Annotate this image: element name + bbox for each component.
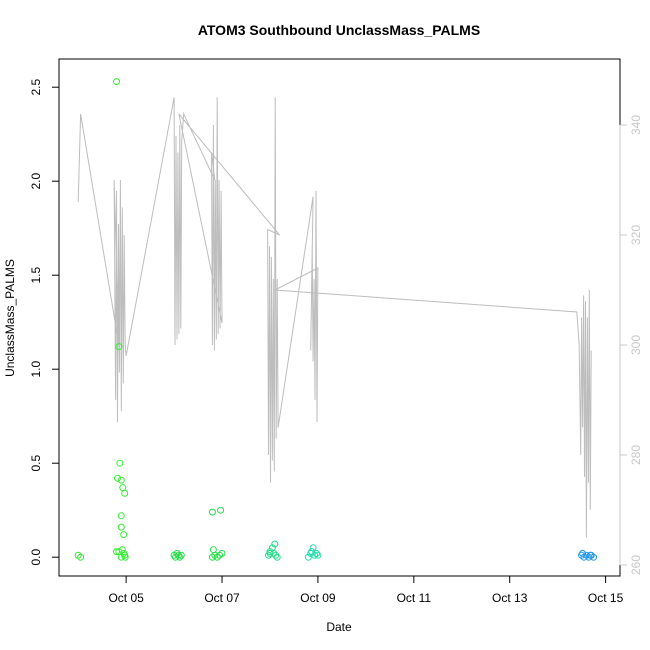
data-point [119,484,127,492]
y-tick-label: 0.0 [29,549,43,566]
x-tick-label: Oct 13 [492,591,528,605]
data-point [117,512,125,520]
x-tick-label: Oct 07 [204,591,240,605]
x-tick-label: Oct 15 [588,591,624,605]
data-point [117,476,125,484]
data-point [586,551,594,559]
y-tick-label: 2.0 [29,173,43,190]
data-point [121,553,129,561]
x-axis: Oct 05 Oct 07 Oct 09 Oct 11 Oct 13 Oct 15 [108,575,624,605]
data-point [579,549,587,557]
data-point [176,553,184,561]
data-point [208,553,216,561]
data-point [217,506,225,514]
data-point [209,546,217,554]
y-tick-label: 0.5 [29,455,43,472]
data-point [177,551,185,559]
data-point [271,540,279,548]
data-point [265,551,272,559]
chart-title: ATOM3 Southbound UnclassMass_PALMS [198,22,480,38]
data-point [115,548,123,556]
data-point [273,553,281,561]
data-point [113,78,120,86]
data-point [77,553,85,561]
y2-tick-label: 320 [629,225,643,245]
plot-frame [58,58,621,577]
data-point [314,551,322,559]
data-point [266,549,274,557]
data-point [117,523,125,531]
data-point [218,549,226,557]
data-point [309,544,317,552]
data-point [313,549,320,557]
points-layer [74,78,598,561]
data-point [118,546,126,554]
x-tick-label: Oct 11 [397,591,432,605]
y-axis-label: UnclassMass_PALMS [3,259,17,377]
data-point [115,343,123,351]
x-tick-label: Oct 05 [108,591,144,605]
data-point [174,551,182,559]
data-point [114,474,121,482]
data-point [208,508,216,516]
data-point [304,553,312,561]
y2-tick-label: 280 [629,445,643,465]
y2-axis: 260 280 300 320 340 [619,115,643,575]
data-point [308,548,316,556]
y-tick-label: 2.5 [29,79,43,96]
data-point [117,553,125,561]
data-point [121,489,129,497]
data-point [116,459,124,467]
data-point [120,531,128,539]
secondary-trace-layer [77,97,592,538]
y2-tick-label: 260 [629,555,643,575]
y2-tick-label: 300 [629,335,643,355]
secondary-trace-line [77,97,592,538]
y2-tick-label: 340 [629,115,643,135]
y-tick-label: 1.5 [29,267,43,284]
x-tick-label: Oct 09 [300,591,336,605]
x-axis-label: Date [326,620,352,634]
y-tick-label: 1.0 [29,361,43,378]
y-axis: 0.0 0.5 1.0 1.5 2.0 2.5 [29,79,60,566]
